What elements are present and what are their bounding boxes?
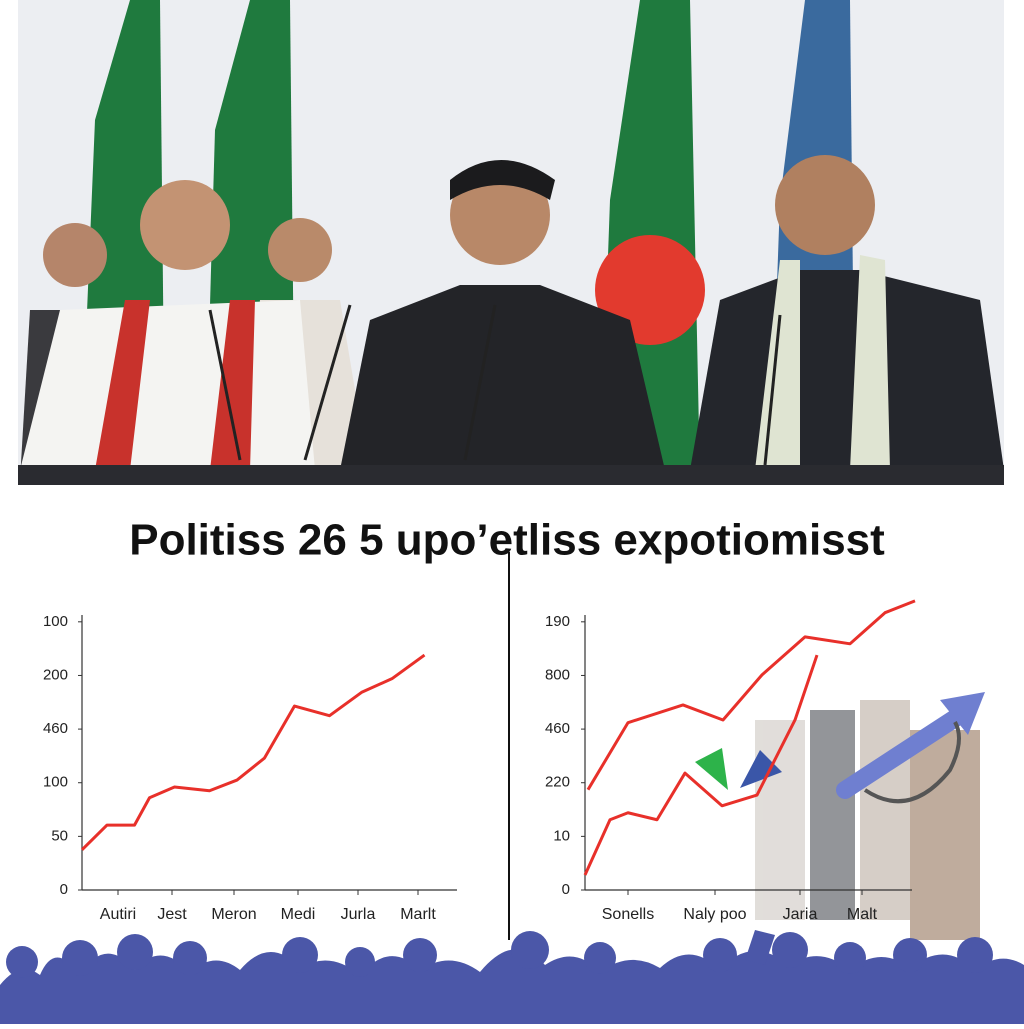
head bbox=[6, 946, 38, 978]
crowd-silhouette bbox=[0, 949, 1024, 1024]
head bbox=[893, 938, 927, 972]
crowd bbox=[0, 930, 1024, 1024]
microphone bbox=[208, 309, 242, 461]
y-tick-label: 0 bbox=[562, 881, 570, 898]
x-tick-label: Jest bbox=[157, 906, 187, 923]
arrow-icon bbox=[940, 692, 985, 735]
y-tick-label: 220 bbox=[545, 774, 570, 791]
hair bbox=[450, 160, 555, 200]
arrow-icon bbox=[695, 748, 728, 790]
x-tick-label: Autiri bbox=[100, 906, 136, 923]
arrow-icon bbox=[740, 750, 782, 788]
podium bbox=[18, 465, 1004, 485]
x-tick-label: Sonells bbox=[602, 906, 654, 923]
microphone bbox=[463, 304, 497, 461]
x-tick-label: Naly poo bbox=[683, 906, 746, 923]
head bbox=[282, 937, 318, 973]
data-line bbox=[586, 599, 916, 791]
person bbox=[690, 270, 1004, 470]
y-tick-label: 190 bbox=[545, 613, 570, 630]
person bbox=[140, 180, 230, 270]
x-tick-label: Jaria bbox=[783, 906, 818, 923]
person bbox=[20, 300, 315, 470]
decoration bbox=[755, 700, 980, 940]
data-line bbox=[583, 654, 819, 876]
head bbox=[957, 937, 993, 973]
person bbox=[810, 710, 855, 920]
x-tick-label: Malt bbox=[847, 906, 878, 923]
head bbox=[772, 932, 808, 968]
x-tick-label: Medi bbox=[281, 906, 316, 923]
head bbox=[62, 940, 98, 976]
person bbox=[340, 285, 665, 470]
head bbox=[403, 938, 437, 972]
y-tick-label: 460 bbox=[43, 720, 68, 737]
y-tick-label: 460 bbox=[545, 720, 570, 737]
y-tick-label: 10 bbox=[553, 827, 570, 844]
press-photo bbox=[18, 0, 1004, 485]
head bbox=[117, 934, 153, 970]
arrow-icon bbox=[836, 706, 969, 799]
head bbox=[511, 931, 549, 969]
y-tick-label: 200 bbox=[43, 666, 68, 683]
scarf bbox=[755, 255, 890, 470]
data-line bbox=[80, 653, 426, 851]
y-tick-label: 100 bbox=[43, 613, 68, 630]
head bbox=[345, 947, 375, 977]
person bbox=[43, 223, 107, 287]
head bbox=[834, 942, 866, 974]
raised-hand bbox=[745, 930, 775, 965]
scarf bbox=[95, 300, 255, 470]
person bbox=[268, 218, 332, 282]
title: Politiss 26 5 upo’etliss expotiomisst bbox=[129, 516, 885, 565]
arrow-icon bbox=[863, 721, 961, 804]
head bbox=[703, 938, 737, 972]
microphone bbox=[303, 304, 352, 461]
x-tick-label: Marlt bbox=[400, 906, 436, 923]
x-tick-label: Jurla bbox=[341, 906, 376, 923]
head bbox=[584, 942, 616, 974]
person bbox=[910, 730, 980, 940]
x-tick-label: Meron bbox=[211, 906, 256, 923]
person bbox=[775, 155, 875, 255]
y-tick-label: 800 bbox=[545, 666, 570, 683]
person bbox=[450, 165, 550, 265]
y-tick-label: 50 bbox=[51, 827, 68, 844]
y-tick-label: 100 bbox=[43, 774, 68, 791]
y-tick-label: 0 bbox=[60, 881, 68, 898]
person bbox=[860, 700, 910, 920]
microphone bbox=[763, 314, 782, 466]
head bbox=[173, 941, 207, 975]
